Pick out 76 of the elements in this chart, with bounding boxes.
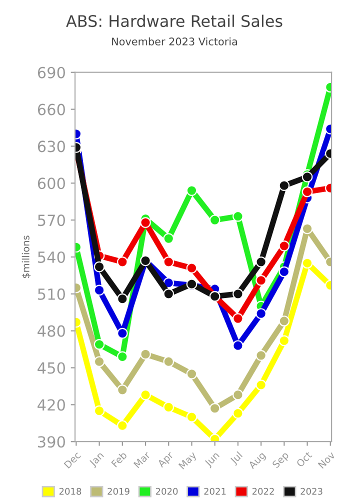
point <box>302 223 313 234</box>
legend-label: 2021 <box>204 488 226 495</box>
point <box>256 256 266 268</box>
point <box>278 240 290 252</box>
point <box>163 256 174 268</box>
x-tick-label: Jun <box>204 451 221 468</box>
y-tick-label: 420 <box>38 399 65 411</box>
point <box>163 356 174 368</box>
x-tick-label: Feb <box>110 451 128 468</box>
x-tick-label: Dec <box>64 451 82 469</box>
point <box>278 316 290 326</box>
point <box>116 328 128 339</box>
point <box>278 266 290 278</box>
legend-label: 2023 <box>300 488 322 495</box>
point <box>209 214 220 226</box>
chart-title: ABS: Hardware Retail Sales <box>66 14 282 28</box>
point <box>116 351 128 362</box>
point <box>94 284 105 296</box>
point <box>256 274 266 286</box>
point <box>186 368 198 380</box>
point <box>232 340 244 352</box>
point <box>140 217 151 228</box>
point <box>163 233 174 244</box>
x-tick-label: Mar <box>133 450 151 468</box>
point <box>163 402 174 413</box>
point <box>302 172 313 182</box>
legend-label: 2020 <box>156 488 178 495</box>
point <box>94 261 105 272</box>
point <box>302 258 313 269</box>
point <box>302 186 313 198</box>
point <box>186 262 198 274</box>
point <box>232 288 244 300</box>
point <box>278 180 290 192</box>
point <box>256 308 266 320</box>
point <box>94 338 105 350</box>
point <box>140 389 151 400</box>
y-tick-label: 480 <box>38 325 65 337</box>
point <box>278 335 290 346</box>
x-tick-label: Aug <box>248 451 268 471</box>
point <box>186 185 198 196</box>
point <box>232 313 244 324</box>
x-tick-label: Jan <box>88 451 106 468</box>
x-tick-label: Jul <box>229 451 244 466</box>
y-tick-label: 630 <box>38 140 65 152</box>
legend-label: 2019 <box>108 488 130 495</box>
y-tick-label: 390 <box>38 436 65 448</box>
y-tick-label: 570 <box>38 214 65 226</box>
point <box>116 256 128 268</box>
point <box>232 389 244 400</box>
point <box>116 384 128 396</box>
point <box>209 402 220 414</box>
legend-label: 2018 <box>59 488 82 495</box>
y-tick-label: 660 <box>38 104 65 116</box>
chart-subtitle: November 2023 Victoria <box>112 37 237 46</box>
point <box>116 293 128 304</box>
point <box>116 420 128 432</box>
point <box>256 380 266 390</box>
point <box>256 350 266 361</box>
y-tick-label: 690 <box>38 66 65 78</box>
y-axis-title: $millions <box>22 236 31 278</box>
point <box>163 288 174 300</box>
point <box>232 210 244 222</box>
y-tick-label: 540 <box>38 251 65 264</box>
x-tick-label: Apr <box>157 450 176 470</box>
x-tick-label: Sep <box>272 451 290 470</box>
point <box>94 356 105 368</box>
point <box>140 348 151 360</box>
point <box>232 408 244 419</box>
x-tick-label: Oct <box>296 450 312 468</box>
point <box>186 412 198 422</box>
point <box>94 405 105 416</box>
y-tick-label: 600 <box>38 178 65 190</box>
y-tick-label: 510 <box>38 288 65 300</box>
y-tick-label: 450 <box>38 362 65 374</box>
legend-label: 2022 <box>252 488 274 495</box>
x-tick-label: Nov <box>318 451 336 469</box>
